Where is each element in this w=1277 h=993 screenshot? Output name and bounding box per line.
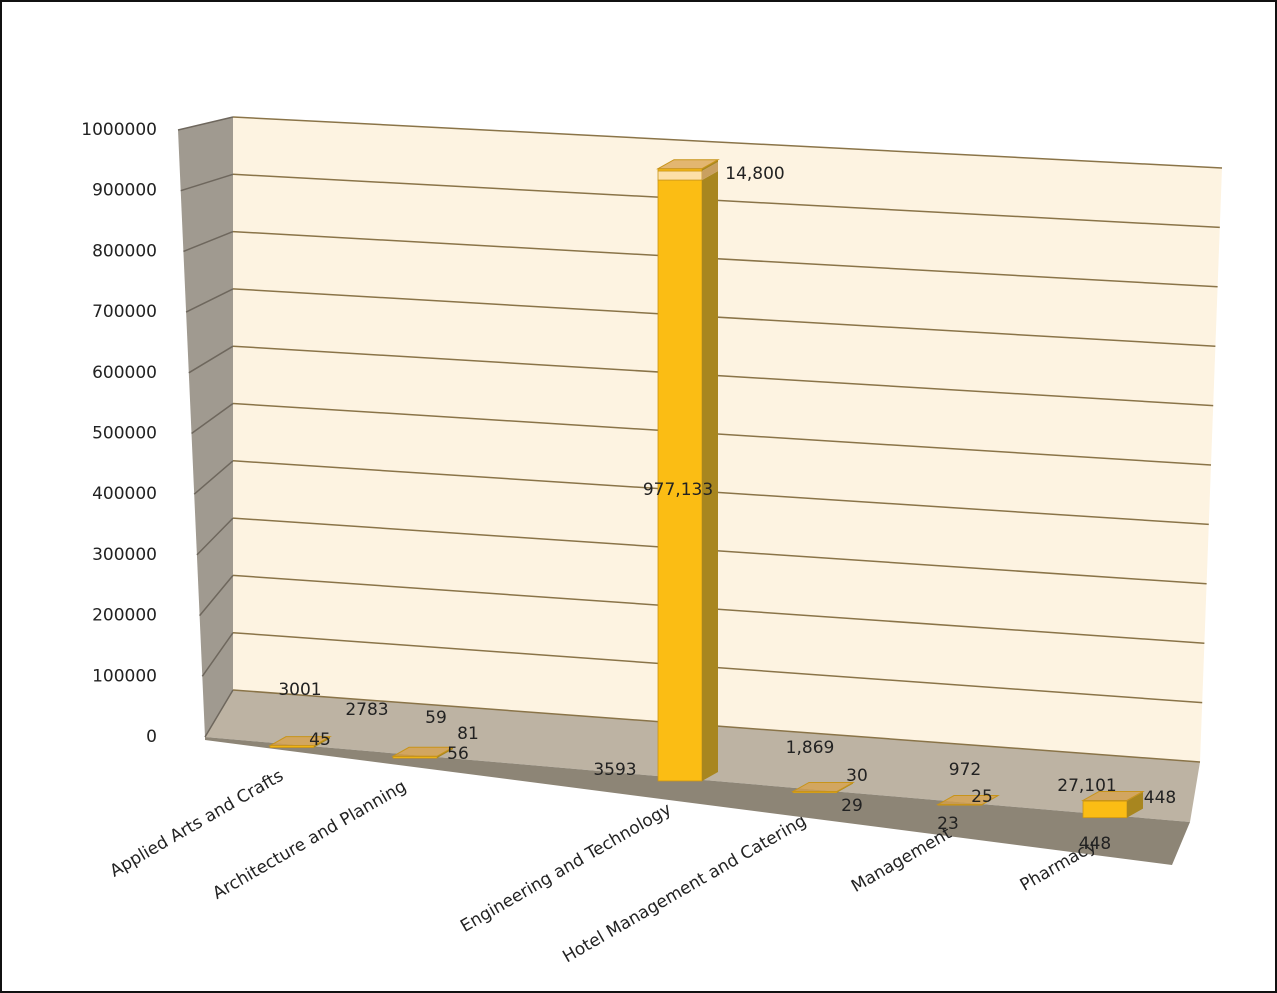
y-tick-label: 500000 [92, 424, 157, 444]
data-label: 25 [971, 787, 993, 807]
bar-segment [1082, 800, 1128, 819]
grid-line [199, 574, 234, 617]
grid-line [232, 116, 1223, 169]
grid-line [177, 116, 234, 131]
data-label: 27,101 [1057, 776, 1116, 796]
y-tick-label: 600000 [92, 363, 157, 383]
data-label: 23 [937, 814, 959, 834]
grid-line [232, 517, 1207, 585]
grid-line [204, 689, 234, 738]
grid-line [188, 345, 234, 374]
side-wall [178, 117, 233, 737]
data-label: 972 [949, 760, 981, 780]
data-label: 3001 [278, 680, 321, 700]
bar-side [1127, 791, 1143, 818]
data-label: 448 [1079, 834, 1111, 854]
grid-line [232, 230, 1218, 288]
grid-line [232, 173, 1220, 229]
y-tick-label: 0 [146, 727, 157, 747]
grid-line [232, 288, 1216, 347]
data-label: 30 [846, 766, 868, 786]
y-tick-label: 300000 [92, 545, 157, 565]
data-label: 448 [1144, 788, 1176, 808]
grid-line [232, 345, 1214, 407]
grid-line [201, 632, 234, 677]
bar-side [702, 161, 718, 181]
grid-line [191, 402, 234, 435]
grid-line [232, 460, 1209, 526]
y-tick-label: 100000 [92, 666, 157, 686]
data-label: 2783 [345, 700, 388, 720]
bar-segment [657, 170, 703, 181]
grid-line [232, 574, 1205, 644]
floor-edge [205, 737, 1190, 865]
data-label: 59 [425, 708, 447, 728]
back-wall [233, 117, 1222, 762]
data-label: 14,800 [725, 164, 784, 184]
bar-side [702, 171, 718, 781]
data-label: 1,869 [786, 738, 835, 758]
grid-line [232, 402, 1212, 466]
data-label: 977,133 [643, 480, 713, 500]
bar-top [268, 736, 332, 747]
grid-line [183, 230, 234, 253]
y-tick-label: 700000 [92, 302, 157, 322]
grid-line [193, 460, 234, 495]
bar-top [791, 781, 855, 792]
grid-line [185, 288, 234, 313]
grid-line [196, 517, 234, 556]
y-tick-label: 800000 [92, 241, 157, 261]
grid-line [180, 173, 234, 192]
bar-top [656, 159, 720, 170]
bar-top [1081, 790, 1145, 801]
y-tick-label: 1000000 [81, 120, 157, 140]
bar-top [391, 746, 455, 757]
y-tick-label: 900000 [92, 181, 157, 201]
data-label: 56 [447, 744, 469, 764]
y-tick-label: 200000 [92, 606, 157, 626]
data-label: 45 [309, 730, 331, 750]
y-tick-label: 400000 [92, 484, 157, 504]
data-label: 81 [457, 724, 479, 744]
bar-top [936, 795, 1000, 806]
data-label: 3593 [593, 760, 636, 780]
data-label: 29 [841, 796, 863, 816]
